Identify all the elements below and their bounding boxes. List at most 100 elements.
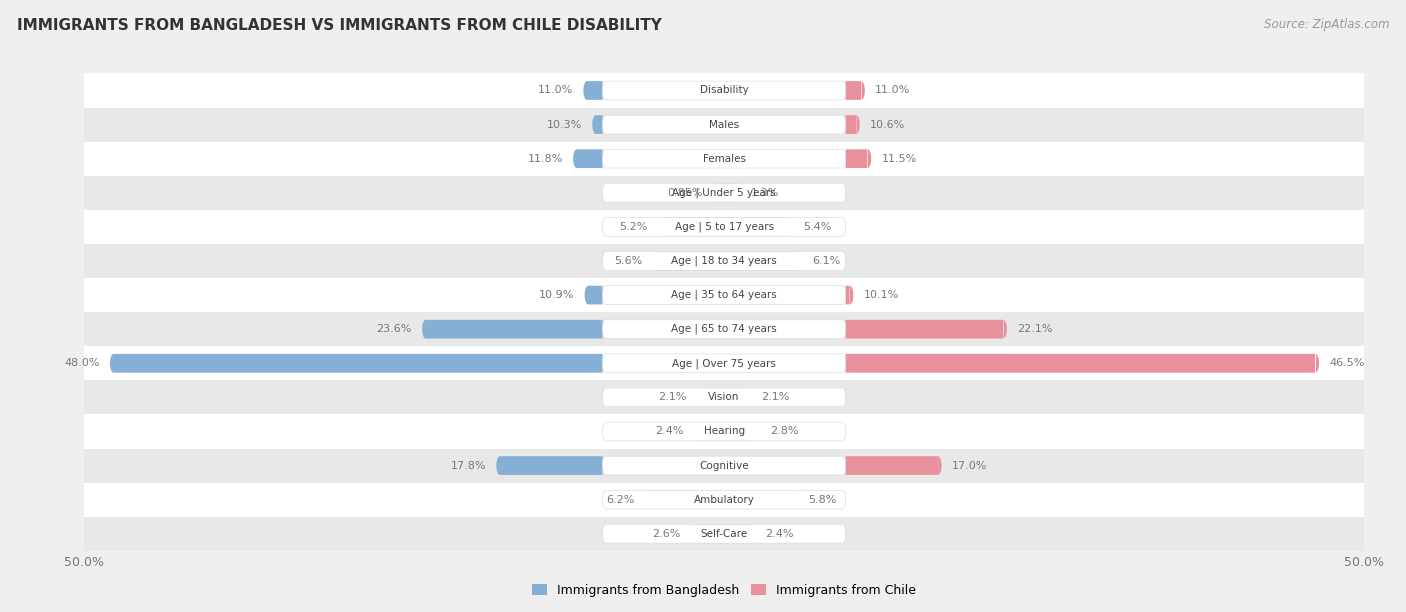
Text: 2.4%: 2.4%: [765, 529, 793, 539]
Text: Age | 35 to 64 years: Age | 35 to 64 years: [671, 290, 778, 300]
Bar: [84, 278, 1364, 312]
Bar: [84, 312, 1364, 346]
PathPatch shape: [724, 490, 799, 509]
Text: Disability: Disability: [700, 86, 748, 95]
PathPatch shape: [724, 388, 751, 407]
Text: Vision: Vision: [709, 392, 740, 402]
Text: 10.9%: 10.9%: [538, 290, 575, 300]
PathPatch shape: [583, 81, 603, 100]
FancyBboxPatch shape: [603, 115, 845, 134]
Text: 2.8%: 2.8%: [770, 427, 799, 436]
Bar: [84, 73, 1364, 108]
FancyBboxPatch shape: [603, 422, 845, 441]
FancyBboxPatch shape: [603, 217, 845, 236]
PathPatch shape: [845, 456, 942, 475]
Text: Age | 5 to 17 years: Age | 5 to 17 years: [675, 222, 773, 232]
Text: 23.6%: 23.6%: [377, 324, 412, 334]
Text: Males: Males: [709, 119, 740, 130]
Text: 10.6%: 10.6%: [870, 119, 905, 130]
PathPatch shape: [422, 320, 603, 338]
PathPatch shape: [845, 354, 1319, 373]
Text: 11.0%: 11.0%: [875, 86, 910, 95]
FancyBboxPatch shape: [603, 490, 845, 509]
Text: Self-Care: Self-Care: [700, 529, 748, 539]
Text: 48.0%: 48.0%: [65, 358, 100, 368]
Text: 6.1%: 6.1%: [813, 256, 841, 266]
Text: 46.5%: 46.5%: [1329, 358, 1365, 368]
FancyBboxPatch shape: [603, 149, 845, 168]
Text: 17.8%: 17.8%: [450, 461, 486, 471]
PathPatch shape: [693, 422, 724, 441]
PathPatch shape: [690, 524, 724, 543]
Text: 5.6%: 5.6%: [614, 256, 643, 266]
Legend: Immigrants from Bangladesh, Immigrants from Chile: Immigrants from Bangladesh, Immigrants f…: [527, 579, 921, 602]
Text: 5.2%: 5.2%: [619, 222, 647, 232]
PathPatch shape: [574, 149, 603, 168]
Text: 2.1%: 2.1%: [761, 392, 790, 402]
Text: 10.1%: 10.1%: [863, 290, 898, 300]
PathPatch shape: [845, 149, 872, 168]
PathPatch shape: [658, 217, 724, 236]
Bar: [84, 346, 1364, 380]
Text: Cognitive: Cognitive: [699, 461, 749, 471]
PathPatch shape: [585, 286, 603, 304]
Text: 11.5%: 11.5%: [882, 154, 917, 163]
Text: 1.3%: 1.3%: [751, 188, 779, 198]
Bar: [84, 176, 1364, 210]
Text: Ambulatory: Ambulatory: [693, 494, 755, 505]
Text: Source: ZipAtlas.com: Source: ZipAtlas.com: [1264, 18, 1389, 31]
Bar: [84, 380, 1364, 414]
PathPatch shape: [496, 456, 603, 475]
FancyBboxPatch shape: [603, 286, 845, 304]
Bar: [84, 244, 1364, 278]
PathPatch shape: [652, 252, 724, 271]
Bar: [84, 108, 1364, 141]
FancyBboxPatch shape: [603, 388, 845, 407]
Text: Age | 65 to 74 years: Age | 65 to 74 years: [671, 324, 778, 334]
Text: Age | 18 to 34 years: Age | 18 to 34 years: [671, 256, 778, 266]
PathPatch shape: [724, 524, 755, 543]
Bar: [84, 483, 1364, 517]
FancyBboxPatch shape: [603, 81, 845, 100]
Text: 0.85%: 0.85%: [668, 188, 703, 198]
Text: 11.8%: 11.8%: [527, 154, 562, 163]
PathPatch shape: [845, 115, 859, 134]
Text: Age | Over 75 years: Age | Over 75 years: [672, 358, 776, 368]
PathPatch shape: [845, 81, 865, 100]
PathPatch shape: [724, 184, 741, 202]
Text: 2.4%: 2.4%: [655, 427, 683, 436]
FancyBboxPatch shape: [603, 456, 845, 475]
FancyBboxPatch shape: [603, 524, 845, 543]
Text: Age | Under 5 years: Age | Under 5 years: [672, 187, 776, 198]
PathPatch shape: [110, 354, 603, 373]
Text: 10.3%: 10.3%: [547, 119, 582, 130]
FancyBboxPatch shape: [603, 184, 845, 202]
PathPatch shape: [724, 252, 803, 271]
PathPatch shape: [592, 115, 603, 134]
Text: IMMIGRANTS FROM BANGLADESH VS IMMIGRANTS FROM CHILE DISABILITY: IMMIGRANTS FROM BANGLADESH VS IMMIGRANTS…: [17, 18, 662, 34]
Text: 5.8%: 5.8%: [808, 494, 837, 505]
Text: 2.1%: 2.1%: [658, 392, 688, 402]
Text: Hearing: Hearing: [703, 427, 745, 436]
Bar: [84, 414, 1364, 449]
Text: 6.2%: 6.2%: [606, 494, 634, 505]
Text: Females: Females: [703, 154, 745, 163]
Bar: [84, 210, 1364, 244]
PathPatch shape: [645, 490, 724, 509]
FancyBboxPatch shape: [603, 252, 845, 271]
Text: 22.1%: 22.1%: [1017, 324, 1053, 334]
FancyBboxPatch shape: [603, 354, 845, 373]
PathPatch shape: [724, 217, 793, 236]
Text: 2.6%: 2.6%: [652, 529, 681, 539]
PathPatch shape: [724, 422, 759, 441]
PathPatch shape: [713, 184, 724, 202]
Bar: [84, 517, 1364, 551]
Bar: [84, 449, 1364, 483]
Text: 17.0%: 17.0%: [952, 461, 987, 471]
PathPatch shape: [845, 320, 1007, 338]
FancyBboxPatch shape: [603, 320, 845, 338]
Text: 11.0%: 11.0%: [538, 86, 574, 95]
Text: 5.4%: 5.4%: [803, 222, 832, 232]
Bar: [84, 141, 1364, 176]
PathPatch shape: [697, 388, 724, 407]
